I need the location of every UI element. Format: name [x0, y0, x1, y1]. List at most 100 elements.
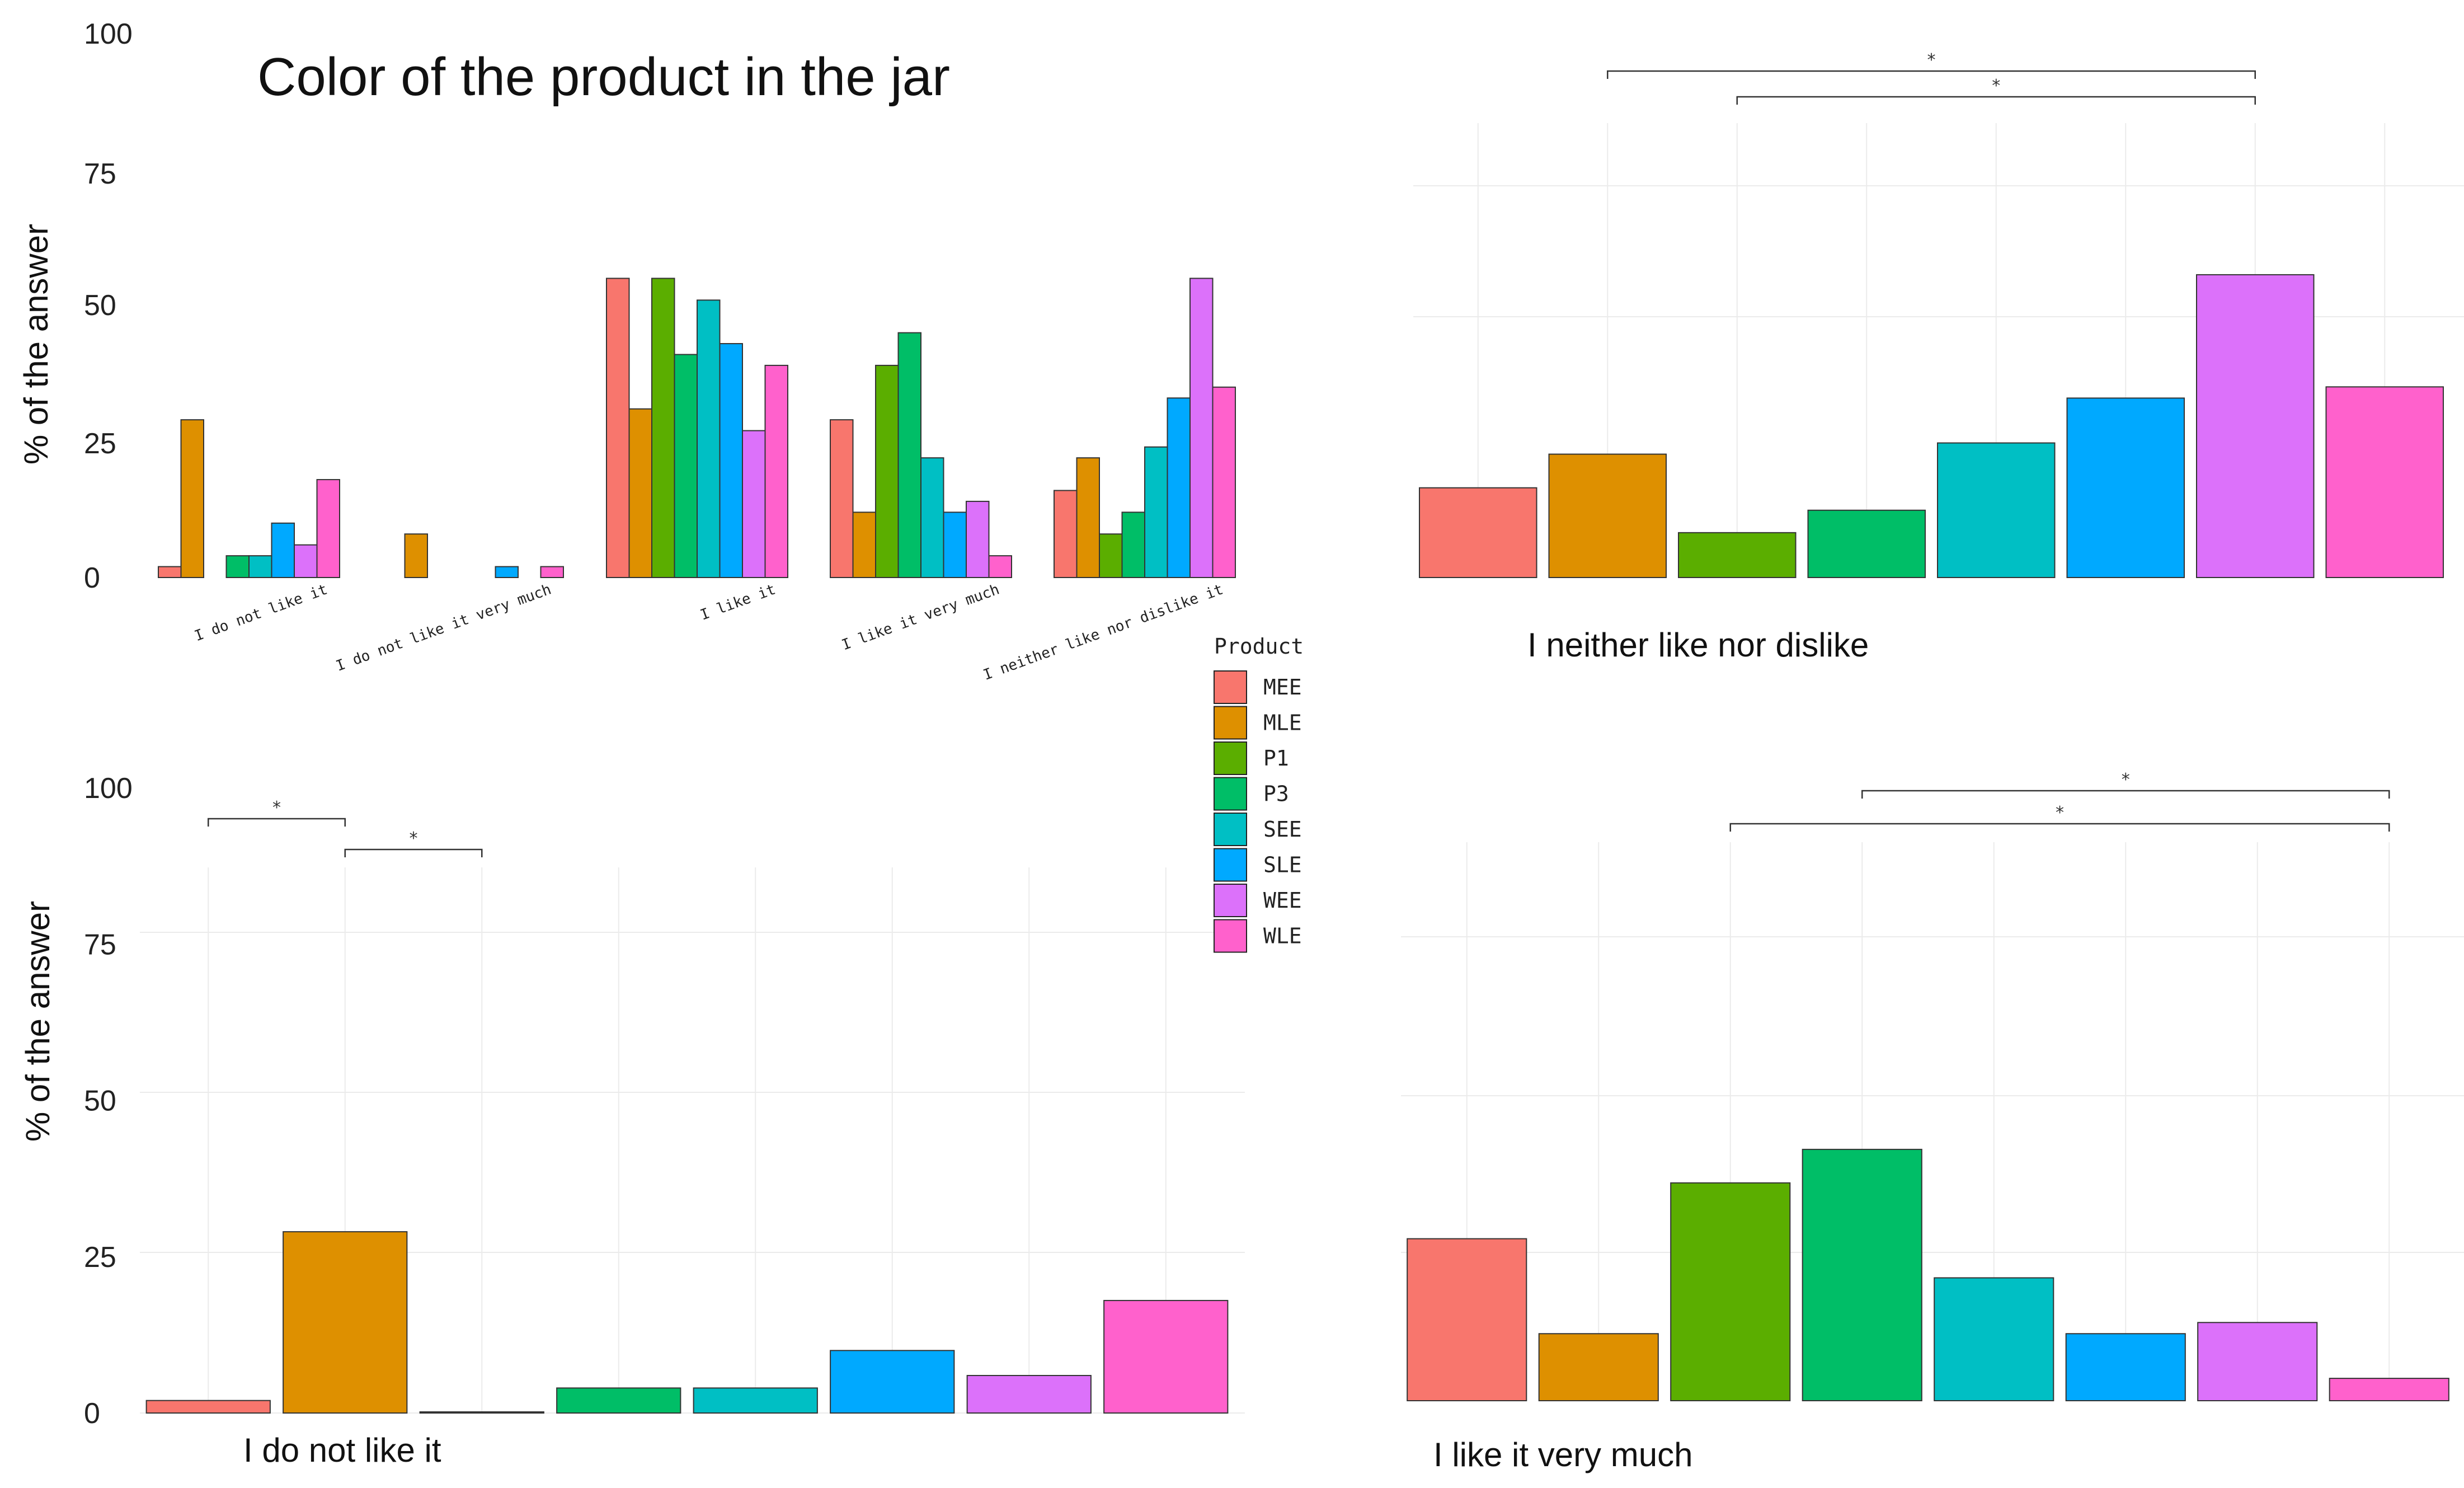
neither-bar-mle	[1548, 453, 1667, 578]
overview-bar-wee-i-neither-like-nor-dislike-it	[1189, 278, 1214, 578]
dislike-significance-star-mle-p1: *	[408, 829, 418, 848]
dislike-bar-p1	[419, 1411, 544, 1414]
overview-bar-see-i-neither-like-nor-dislike-it	[1144, 446, 1168, 578]
overview-bar-wle-i-do-not-like-it-very-much	[540, 566, 564, 578]
overview-bar-mee-i-like-it	[606, 278, 630, 578]
legend-items: MEE MLE P1 P3 SEE SLE WEE WLE	[1214, 670, 1302, 953]
overview-bar-p1-i-neither-like-nor-dislike-it	[1099, 533, 1123, 578]
overview-bar-wle-i-like-it-very-much	[988, 555, 1012, 578]
overview-bar-p1-i-like-it	[651, 278, 675, 578]
dislike-bar-mle	[283, 1231, 408, 1414]
overview-bar-mle-i-do-not-like-it-very-much	[404, 533, 428, 578]
legend-swatch-wle	[1214, 919, 1247, 953]
neither-panel: ** I neither like nor dislike	[1413, 50, 2464, 664]
legend-swatch-mee	[1214, 670, 1247, 704]
very-panel-title: I like it very much	[1433, 1436, 1692, 1473]
legend-label-sle: SLE	[1263, 853, 1302, 877]
overview-bar-mle-i-like-it	[628, 408, 652, 578]
legend-label-wee: WEE	[1263, 888, 1302, 913]
very-gridlines	[1401, 842, 2464, 1401]
dislike-bar-wle	[1103, 1299, 1229, 1414]
very-bar-p3	[1802, 1148, 1922, 1401]
very-bar-see	[1934, 1277, 2054, 1401]
neither-bar-p1	[1677, 532, 1797, 579]
overview-category-labels: I do not like it I do not like it very mu…	[192, 581, 1226, 683]
dislike-y-tick-100: 100	[84, 772, 133, 805]
dislike-significance-bracket-mee-mle	[208, 818, 346, 827]
legend-swatch-p1	[1214, 741, 1247, 775]
neither-significance-star-p1-wee: *	[1991, 76, 2001, 96]
overview-panel: 0 25 50 75 100 % of the answer I do not like…	[17, 18, 1236, 684]
overview-y-tick-75: 75	[84, 158, 116, 190]
overview-bar-p3-i-like-it	[674, 354, 698, 578]
overview-category-label-i-do-not-like-it-very-much: I do not like it very much	[334, 581, 554, 674]
overview-category-label-i-like-it: I like it	[698, 581, 778, 623]
dislike-bar-mee	[145, 1400, 271, 1414]
overview-bar-mle-i-neither-like-nor-dislike-it	[1076, 457, 1100, 578]
very-bar-p1	[1670, 1182, 1791, 1402]
very-bar-mee	[1407, 1238, 1527, 1402]
very-bar-mle	[1538, 1333, 1659, 1401]
overview-category-label-i-do-not-like-it: I do not like it	[192, 581, 330, 645]
neither-significance: **	[1607, 50, 2256, 105]
overview-bar-wee-i-like-it-very-much	[966, 500, 990, 578]
dislike-panel-title: I do not like it	[243, 1431, 441, 1469]
overview-bar-wee-i-do-not-like-it	[294, 544, 318, 578]
very-significance-star-p3-wle: *	[2120, 770, 2131, 790]
neither-bar-mee	[1418, 487, 1537, 578]
overview-bar-see-i-do-not-like-it	[248, 555, 272, 578]
overview-bar-sle-i-neither-like-nor-dislike-it	[1167, 397, 1191, 578]
overview-bar-mee-i-like-it-very-much	[830, 419, 854, 578]
dislike-bar-wee	[966, 1374, 1092, 1414]
neither-bars	[1418, 274, 2444, 579]
neither-significance-star-mle-wee: *	[1926, 50, 1936, 70]
neither-bar-wle	[2325, 386, 2444, 578]
figure-title: Color of the product in the jar	[257, 47, 950, 107]
overview-y-tick-50: 50	[84, 289, 116, 322]
legend: Product MEE MLE P1 P3 SEE SLE WEE WLE	[1214, 634, 1304, 953]
overview-bar-p3-i-neither-like-nor-dislike-it	[1121, 511, 1145, 578]
very-significance-bracket-p1-wle	[1729, 823, 2390, 832]
legend-label-see: SEE	[1263, 817, 1302, 842]
overview-bar-wle-i-like-it	[764, 364, 788, 578]
legend-label-mee: MEE	[1263, 675, 1302, 700]
overview-bar-p1-i-like-it-very-much	[875, 364, 899, 578]
neither-significance-bracket-mle-wee	[1607, 70, 2256, 79]
legend-label-wle: WLE	[1263, 924, 1302, 949]
overview-bar-sle-i-do-not-like-it-very-much	[495, 566, 519, 578]
legend-label-p1: P1	[1263, 746, 1289, 771]
overview-bar-mee-i-do-not-like-it	[158, 566, 182, 578]
dislike-y-tick-0: 0	[84, 1397, 100, 1430]
dislike-bar-see	[693, 1387, 818, 1414]
overview-bar-sle-i-do-not-like-it	[271, 522, 295, 578]
dislike-significance-bracket-mle-p1	[344, 848, 483, 857]
overview-bar-see-i-like-it	[697, 299, 721, 579]
neither-significance-bracket-p1-wee	[1736, 96, 2256, 105]
overview-bar-mee-i-neither-like-nor-dislike-it	[1054, 490, 1078, 578]
neither-bar-p3	[1807, 509, 1926, 579]
overview-bar-p3-i-like-it-very-much	[897, 332, 921, 578]
legend-swatch-p3	[1214, 777, 1247, 811]
overview-bar-wle-i-do-not-like-it	[316, 479, 340, 578]
dislike-y-tick-75: 75	[84, 928, 116, 961]
overview-category-label-i-like-it-very-much: I like it very much	[840, 581, 1002, 654]
dislike-y-tick-50: 50	[84, 1085, 116, 1118]
legend-swatch-see	[1214, 813, 1247, 846]
overview-bar-wee-i-like-it	[742, 430, 766, 578]
overview-y-axis-label: % of the answer	[17, 224, 55, 464]
overview-bars	[158, 278, 1236, 579]
legend-swatch-sle	[1214, 848, 1247, 882]
overview-bar-sle-i-like-it	[719, 343, 743, 578]
overview-y-ticks: 0 25 50 75 100	[84, 18, 133, 594]
legend-label-p3: P3	[1263, 782, 1289, 806]
legend-label-mle: MLE	[1263, 711, 1302, 735]
overview-category-label-i-neither-like-nor-dislike-it: I neither like nor dislike it	[981, 581, 1226, 683]
neither-bar-see	[1936, 442, 2056, 579]
very-significance: **	[1729, 770, 2390, 832]
overview-bar-mle-i-do-not-like-it	[180, 419, 204, 578]
dislike-y-tick-25: 25	[84, 1241, 116, 1274]
neither-panel-title: I neither like nor dislike	[1527, 626, 1869, 664]
dislike-y-axis-label: % of the answer	[19, 901, 57, 1142]
overview-bar-mle-i-like-it-very-much	[852, 511, 876, 578]
